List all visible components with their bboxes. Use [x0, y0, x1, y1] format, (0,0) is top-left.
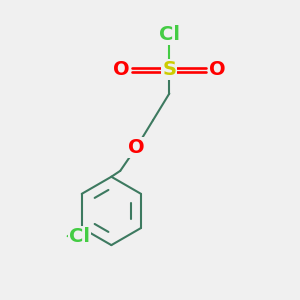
Text: Cl: Cl	[69, 227, 90, 246]
Text: O: O	[209, 60, 226, 79]
Text: O: O	[112, 60, 129, 79]
Text: S: S	[162, 60, 176, 79]
Text: O: O	[128, 137, 145, 157]
Text: Cl: Cl	[159, 25, 180, 44]
